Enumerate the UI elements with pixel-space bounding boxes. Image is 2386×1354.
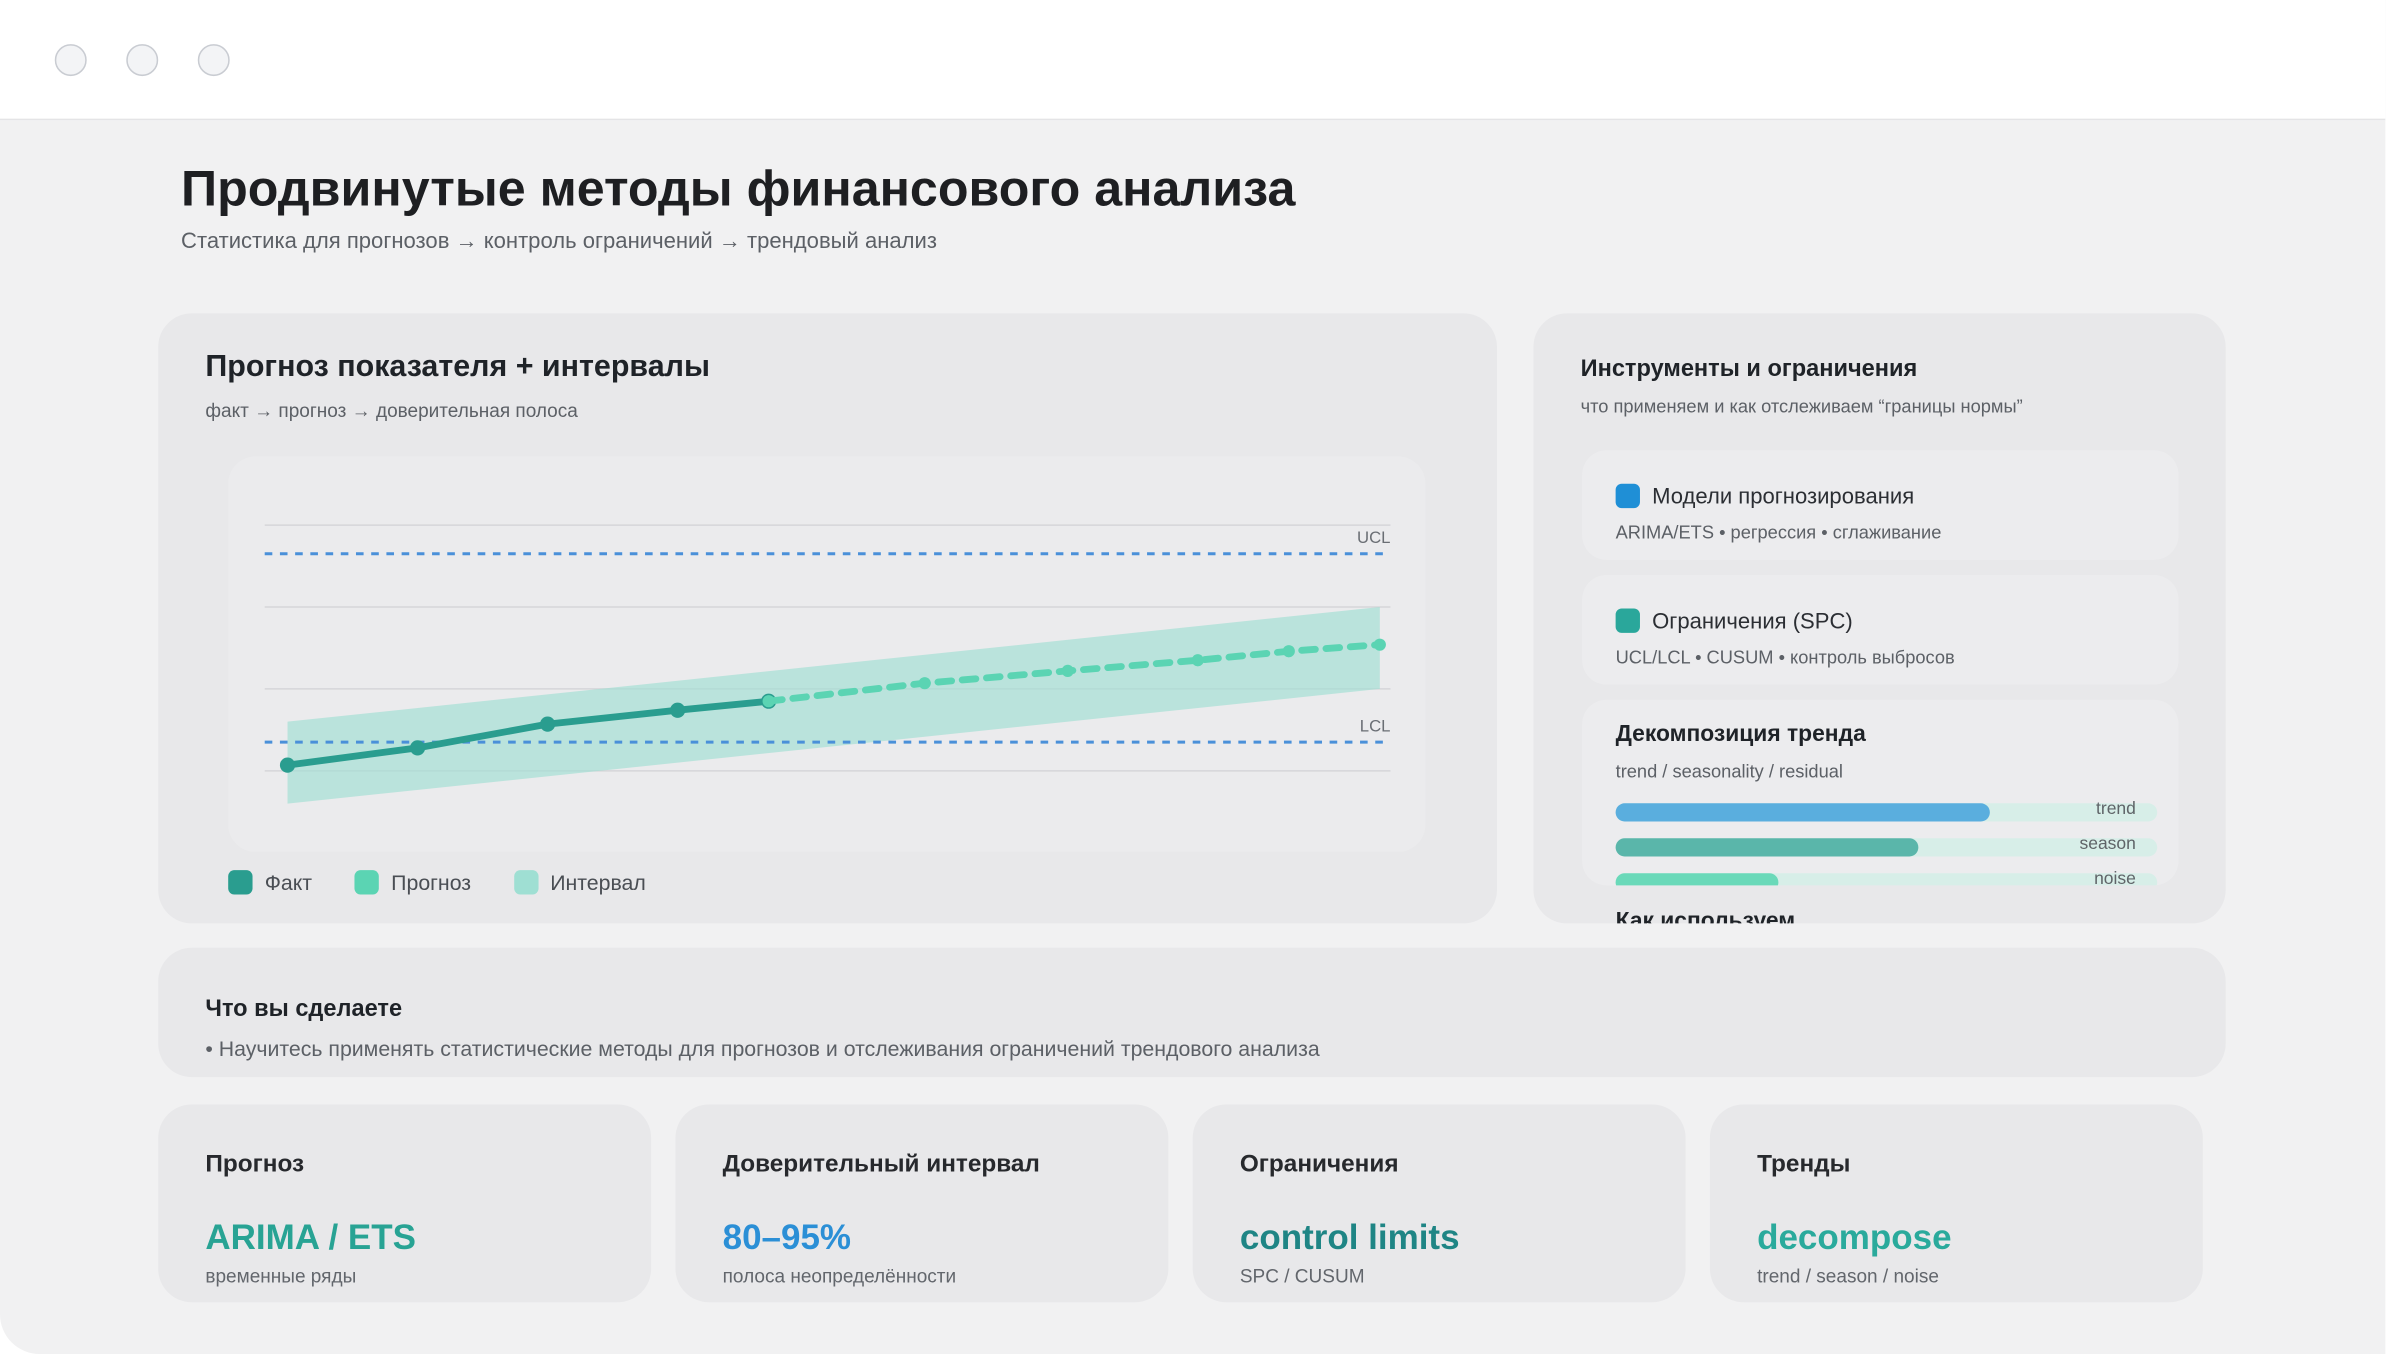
data-point	[762, 695, 775, 708]
bar	[1615, 803, 1990, 822]
bar	[1615, 873, 1779, 886]
outcome-text: Научитесь применять статистические метод…	[218, 1036, 1320, 1061]
stat-value: decompose	[1757, 1217, 1952, 1257]
stat-title: Тренды	[1757, 1151, 1851, 1178]
stat-card: Доверительный интервал 80–95% полоса неопр…	[675, 1104, 1169, 1303]
limit-label: LCL	[1360, 717, 1391, 736]
data-point	[409, 740, 426, 756]
data-point	[1061, 664, 1074, 677]
tool-label: Ограничения (SPC)	[1615, 608, 1853, 635]
tool-desc: UCL/LCL • CUSUM • контроль выбросов	[1615, 646, 1955, 668]
data-point	[670, 702, 686, 718]
title-bar	[0, 0, 2386, 121]
interval-band	[287, 606, 1380, 804]
stat-caption: trend / season / noise	[1757, 1265, 1939, 1288]
window-button[interactable]	[197, 44, 230, 77]
legend: Факт Прогноз Интервал	[228, 870, 646, 895]
legend-swatch	[354, 870, 379, 895]
limit-label: UCL	[1357, 528, 1390, 547]
stat-card: Прогноз ARIMA / ETS временные ряды	[158, 1104, 652, 1303]
tool-swatch	[1615, 608, 1640, 633]
data-point	[1373, 638, 1386, 651]
tool-desc: ARIMA/ETS • регрессия • сглаживание	[1615, 521, 1942, 544]
tool-name: Модели прогнозирования	[1652, 485, 1915, 510]
decomposition-box: Декомпозиция тренда trend / seasonality …	[1582, 699, 2179, 886]
card-title: Прогноз показателя + интервалы	[205, 349, 710, 384]
card-title: Инструменты и ограничения	[1580, 355, 1918, 382]
page-title: Продвинутые методы финансового анализа	[181, 159, 1296, 217]
legend-item: Факт	[228, 870, 313, 895]
window-button[interactable]	[126, 44, 159, 77]
tool-name: Ограничения (SPC)	[1652, 610, 1853, 635]
bar-track: season	[1615, 835, 2158, 857]
stat-caption: SPC / CUSUM	[1239, 1265, 1365, 1288]
legend-item: Прогноз	[354, 870, 472, 895]
data-point	[279, 757, 296, 773]
legend-swatch	[228, 870, 253, 895]
series-line	[765, 641, 1384, 705]
bar	[1615, 838, 1919, 857]
box-title: Декомпозиция тренда	[1615, 721, 1866, 747]
outcome-card: Что вы сделаете • Научитесь применять ст…	[158, 947, 2226, 1078]
stat-title: Ограничения	[1239, 1151, 1399, 1178]
chart-panel: UCL LCL	[228, 456, 1426, 852]
bar-label: trend	[2096, 800, 2136, 819]
stat-title: Доверительный интервал	[722, 1151, 1040, 1178]
bar-label: season	[2079, 835, 2136, 854]
clip: Как используем	[1582, 898, 2178, 924]
box-subtitle: trend / seasonality / residual	[1615, 760, 1843, 782]
stat-card: Ограничения control limits SPC / CUSUM	[1192, 1104, 1686, 1303]
card-title: Что вы сделаете	[205, 996, 403, 1023]
data-point	[1191, 654, 1204, 667]
forecast-chart: UCL LCL	[264, 524, 1391, 804]
data-point	[539, 716, 556, 732]
bar-track: trend	[1615, 800, 2158, 822]
legend-item: Интервал	[513, 870, 646, 895]
stat-value: 80–95%	[722, 1217, 852, 1257]
stat-value: ARIMA / ETS	[205, 1217, 416, 1257]
stat-value: control limits	[1239, 1217, 1460, 1257]
tool-item: Модели прогнозирования ARIMA/ETS • регрес…	[1582, 450, 2179, 560]
legend-label: Прогноз	[391, 870, 472, 895]
legend-swatch	[513, 870, 539, 895]
card-subtitle: факт → прогноз → доверительная полоса	[205, 400, 578, 422]
bar-track: noise	[1615, 870, 2158, 886]
legend-label: Факт	[264, 870, 313, 895]
section-title: Как используем	[1615, 908, 1796, 924]
tool-item: Ограничения (SPC) UCL/LCL • CUSUM • контр…	[1582, 575, 2179, 685]
tool-swatch	[1615, 483, 1640, 509]
bar-label: noise	[2094, 870, 2136, 886]
stat-caption: временные ряды	[205, 1265, 357, 1288]
data-point	[1282, 645, 1295, 658]
legend-label: Интервал	[550, 870, 646, 895]
stat-title: Прогноз	[205, 1151, 305, 1178]
window-button[interactable]	[54, 44, 87, 77]
page-subtitle: Статистика для прогнозов → контроль огра…	[181, 229, 938, 255]
tool-label: Модели прогнозирования	[1615, 483, 1915, 510]
stat-card: Тренды decompose trend / season / noise	[1709, 1104, 2203, 1303]
card-subtitle: что применяем и как отслеживаем “границы…	[1580, 395, 2023, 417]
forecast-card: Прогноз показателя + интервалы факт → пр…	[158, 313, 1497, 924]
outcome-item: • Научитесь применять статистические мет…	[205, 1036, 1320, 1061]
data-point	[918, 677, 931, 690]
stat-caption: полоса неопределённости	[722, 1265, 957, 1288]
